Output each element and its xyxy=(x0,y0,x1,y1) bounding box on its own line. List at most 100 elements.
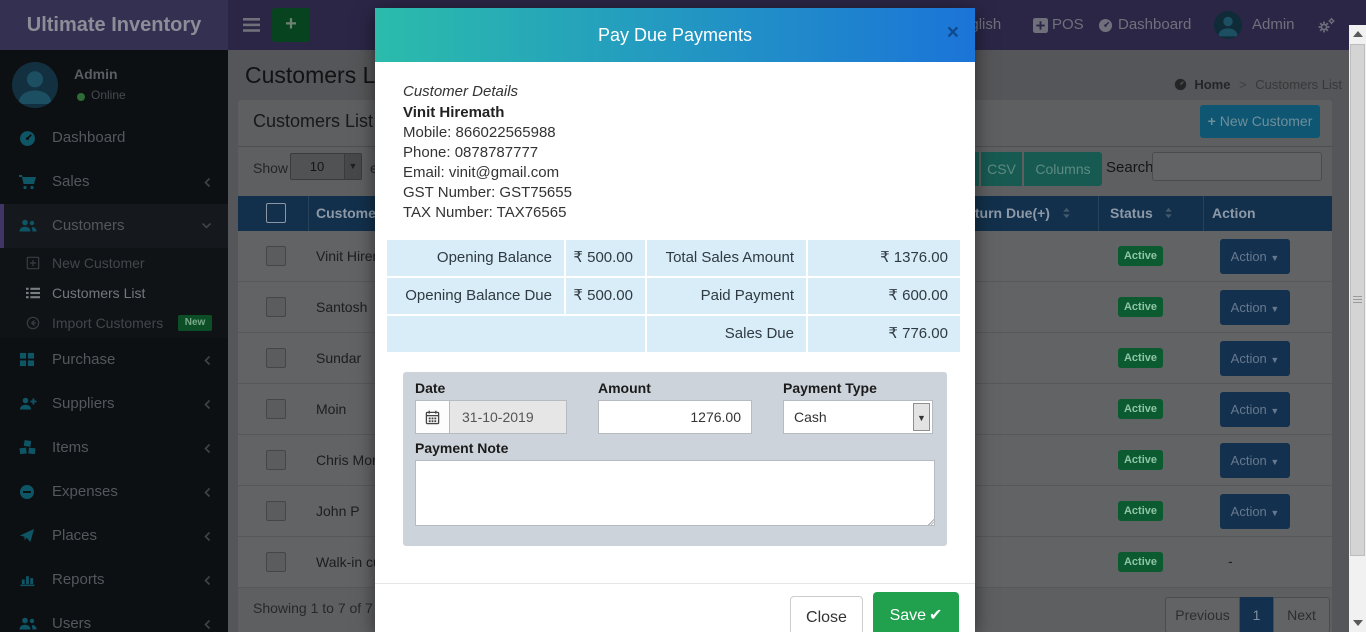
sidebar-item-users[interactable]: Users xyxy=(0,602,228,632)
nav-pos[interactable]: POS xyxy=(1052,16,1084,33)
online-status-dot xyxy=(77,93,85,101)
hamburger-menu-icon[interactable] xyxy=(243,18,260,32)
row-checkbox[interactable] xyxy=(266,246,286,266)
save-button[interactable]: Save ✔ xyxy=(873,592,959,632)
new-feature-badge: New xyxy=(178,315,212,331)
column-return-due[interactable]: Return Due(+) xyxy=(957,205,1050,221)
submenu-customers-list[interactable]: Customers List xyxy=(0,278,228,308)
breadcrumb: Home > Customers List xyxy=(1174,76,1342,92)
caret-down-icon: ▼ xyxy=(1270,457,1280,467)
dashboard-icon xyxy=(19,130,37,146)
sidebar-item-expenses[interactable]: Expenses xyxy=(0,470,228,514)
search-label: Search: xyxy=(1106,159,1158,176)
close-icon[interactable]: × xyxy=(946,21,959,44)
calendar-icon[interactable] xyxy=(415,400,450,434)
column-divider xyxy=(1203,196,1204,231)
submenu-new-customer[interactable]: New Customer xyxy=(0,248,228,278)
select-all-checkbox[interactable] xyxy=(266,203,286,223)
online-status-label[interactable]: Online xyxy=(91,88,126,102)
users-icon xyxy=(19,218,37,234)
sidebar-item-items[interactable]: Items xyxy=(0,426,228,470)
payment-type-select[interactable]: Cash ▼ xyxy=(783,400,933,434)
row-checkbox[interactable] xyxy=(266,552,286,572)
chevron-left-icon xyxy=(203,575,212,586)
action-dropdown-button[interactable]: Action ▼ xyxy=(1220,341,1290,376)
sidebar-item-places[interactable]: Places xyxy=(0,514,228,558)
select-caret-icon[interactable]: ▼ xyxy=(913,403,930,431)
modal-title: Pay Due Payments xyxy=(597,25,753,45)
arrow-circle-icon xyxy=(26,316,40,330)
submenu-import-customers[interactable]: Import Customers New xyxy=(0,308,228,338)
customer-tax: TAX Number: TAX76565 xyxy=(403,204,567,221)
th-large-icon xyxy=(19,352,37,368)
summary-label: Opening Balance Due xyxy=(387,278,564,314)
nav-dashboard[interactable]: Dashboard xyxy=(1118,16,1192,33)
bar-chart-icon xyxy=(19,572,37,588)
scrollbar-up-arrow[interactable] xyxy=(1353,31,1363,37)
column-status[interactable]: Status xyxy=(1110,205,1153,221)
action-dropdown-button[interactable]: Action ▼ xyxy=(1220,443,1290,478)
columns-button[interactable]: Columns xyxy=(1024,152,1102,186)
row-checkbox[interactable] xyxy=(266,348,286,368)
chevron-left-icon xyxy=(203,355,212,366)
payment-note-textarea[interactable] xyxy=(415,460,935,526)
summary-label: Total Sales Amount xyxy=(647,240,806,276)
row-checkbox[interactable] xyxy=(266,450,286,470)
close-button[interactable]: Close xyxy=(790,596,863,632)
select-caret-icon: ▼ xyxy=(344,154,361,179)
status-badge: Active xyxy=(1118,297,1163,317)
plus-icon: + xyxy=(1207,113,1216,129)
pagination-page-1[interactable]: 1 xyxy=(1240,597,1273,632)
pagination-previous[interactable]: Previous xyxy=(1165,597,1240,632)
customer-gst: GST Number: GST75655 xyxy=(403,184,572,201)
page-size-select[interactable]: 10 ▼ xyxy=(290,153,362,180)
column-customer[interactable]: Customer xyxy=(316,205,382,221)
sort-icon[interactable] xyxy=(1060,206,1074,220)
nav-user-menu[interactable]: Admin xyxy=(1252,16,1295,33)
quick-add-button[interactable]: + xyxy=(272,8,310,42)
sidebar-item-reports[interactable]: Reports xyxy=(0,558,228,602)
status-badge: Active xyxy=(1118,348,1163,368)
date-label: Date xyxy=(415,380,446,396)
user-plus-icon xyxy=(19,396,37,412)
sidebar-item-customers[interactable]: Customers xyxy=(0,204,228,248)
cubes-icon xyxy=(19,440,37,456)
summary-value: ₹ 500.00 xyxy=(566,278,645,314)
paper-plane-icon xyxy=(19,528,37,544)
app-brand[interactable]: Ultimate Inventory xyxy=(0,0,228,50)
action-dropdown-button[interactable]: Action ▼ xyxy=(1220,392,1290,427)
breadcrumb-home[interactable]: Home xyxy=(1194,77,1231,93)
new-customer-button[interactable]: + New Customer xyxy=(1200,105,1320,138)
action-dropdown-button[interactable]: Action ▼ xyxy=(1220,494,1290,529)
user-avatar xyxy=(12,62,58,108)
row-checkbox[interactable] xyxy=(266,501,286,521)
scrollbar-thumb[interactable] xyxy=(1350,44,1365,556)
summary-value: ₹ 600.00 xyxy=(808,278,960,314)
export-csv-button[interactable]: CSV xyxy=(981,152,1022,186)
sidebar-item-purchase[interactable]: Purchase xyxy=(0,338,228,382)
row-checkbox[interactable] xyxy=(266,297,286,317)
pagination-next[interactable]: Next xyxy=(1273,597,1330,632)
modal-footer-divider xyxy=(375,583,975,584)
settings-gears-icon[interactable] xyxy=(1316,17,1336,34)
amount-input[interactable] xyxy=(598,400,752,434)
sort-icon[interactable] xyxy=(1162,206,1176,220)
scrollbar-down-arrow[interactable] xyxy=(1353,620,1363,626)
sidebar-item-suppliers[interactable]: Suppliers xyxy=(0,382,228,426)
action-dropdown-button[interactable]: Action ▼ xyxy=(1220,290,1290,325)
sidebar-item-dashboard[interactable]: Dashboard xyxy=(0,116,228,160)
pay-due-payments-modal: Pay Due Payments × Customer Details Vini… xyxy=(375,8,975,632)
navbar-avatar[interactable] xyxy=(1214,11,1242,39)
payment-note-label: Payment Note xyxy=(415,440,509,456)
search-input[interactable] xyxy=(1152,152,1322,181)
payment-type-group: Cash ▼ xyxy=(783,400,933,434)
action-dropdown-button[interactable]: Action ▼ xyxy=(1220,239,1290,274)
resize-grip[interactable] xyxy=(927,518,934,525)
row-checkbox[interactable] xyxy=(266,399,286,419)
scrollbar-grip xyxy=(1353,296,1362,297)
caret-down-icon: ▼ xyxy=(1270,304,1280,314)
show-label: Show xyxy=(253,160,289,176)
date-input[interactable] xyxy=(449,400,567,434)
sidebar-item-sales[interactable]: Sales xyxy=(0,160,228,204)
status-badge: Active xyxy=(1118,246,1163,266)
